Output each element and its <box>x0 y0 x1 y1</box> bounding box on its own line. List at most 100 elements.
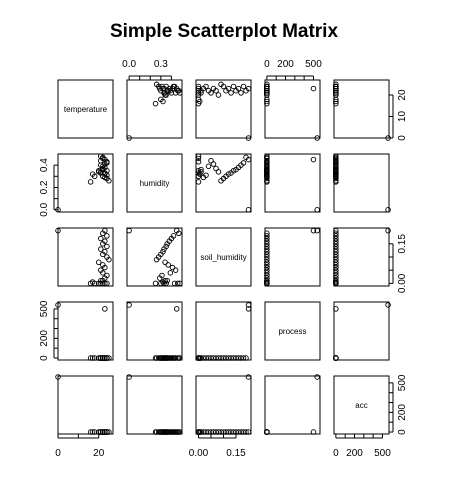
variable-label-acc: acc <box>355 401 367 410</box>
bottom-tick-label-soil_humidity-3: 0.15 <box>226 448 246 459</box>
point-8-panel-2-0 <box>98 246 104 252</box>
point-22-panel-2-0 <box>102 280 108 287</box>
panel-1-4 <box>333 153 390 213</box>
point-26-panel-2-1 <box>152 280 159 287</box>
right-tick-label-acc-5: 500 <box>397 374 408 391</box>
point-0-panel-2-3 <box>314 227 320 234</box>
point-4-panel-2-4 <box>333 235 339 242</box>
point-2-panel-2-3 <box>264 230 270 237</box>
point-26-panel-1-0 <box>87 179 94 185</box>
point-28-panel-1-2 <box>195 167 202 174</box>
point-23-panel-1-2 <box>195 155 202 162</box>
panel-3-2 <box>195 301 252 361</box>
point-11-panel-2-4 <box>333 254 339 260</box>
right-tick-label-soil_humidity-0: 0.00 <box>397 273 408 293</box>
point-6-panel-2-1 <box>164 241 170 247</box>
point-2-panel-1-2 <box>243 154 249 161</box>
point-4-panel-2-0 <box>98 235 104 242</box>
point-7-panel-2-4 <box>333 243 339 250</box>
point-8-panel-1-2 <box>228 170 234 176</box>
right-tick-label-temperature-0: 0 <box>397 135 408 141</box>
variable-label-soil_humidity: soil_humidity <box>200 253 246 262</box>
point-3-panel-2-0 <box>104 233 110 239</box>
point-23-panel-1-4 <box>333 155 339 162</box>
point-0-panel-3-4 <box>385 302 391 308</box>
point-17-panel-2-3 <box>264 270 270 276</box>
point-29-panel-4-3 <box>264 429 270 435</box>
point-7-panel-2-3 <box>264 243 270 250</box>
point-5-panel-2-4 <box>333 238 339 244</box>
point-24-panel-0-2 <box>195 83 202 90</box>
point-15-panel-2-0 <box>102 264 108 271</box>
point-19-panel-2-3 <box>264 275 270 281</box>
point-17-panel-2-4 <box>333 270 339 276</box>
point-29-panel-3-4 <box>333 355 339 361</box>
point-17-panel-0-1 <box>167 87 174 94</box>
point-24-panel-0-3 <box>264 83 270 90</box>
left-tick-label-process-0: 0 <box>39 355 50 361</box>
point-15-panel-2-3 <box>264 264 270 271</box>
point-27-panel-1-2 <box>195 173 202 180</box>
point-13-panel-0-2 <box>215 92 222 98</box>
panel-0-2 <box>195 79 252 139</box>
top-tick-label-process-5: 500 <box>305 59 322 70</box>
point-13-panel-2-0 <box>95 259 102 266</box>
point-17-panel-1-2 <box>205 163 212 170</box>
point-28-panel-1-4 <box>333 167 339 174</box>
left-tick-label-humidity-2: 0.2 <box>39 180 50 194</box>
point-28-panel-0-3 <box>264 92 270 98</box>
point-24-panel-1-2 <box>195 159 202 165</box>
point-11-panel-2-3 <box>264 254 270 260</box>
point-1-panel-3-0 <box>102 306 108 312</box>
point-0-panel-2-1 <box>126 227 132 234</box>
point-8-panel-0-2 <box>228 90 234 96</box>
point-28-panel-0-2 <box>195 92 202 98</box>
bottom-tick-label-temperature-2: 20 <box>93 448 105 459</box>
point-17-panel-2-0 <box>100 270 106 276</box>
point-1-panel-0-3 <box>310 85 317 92</box>
point-6-panel-2-0 <box>100 241 106 247</box>
panel-0-1 <box>126 79 183 139</box>
point-9-panel-2-3 <box>264 248 270 255</box>
point-28-panel-1-3 <box>264 167 270 174</box>
point-29-panel-2-4 <box>333 280 339 287</box>
point-29-panel-0-1 <box>177 90 183 96</box>
panel-2-2 <box>195 227 252 287</box>
point-27-panel-3-0 <box>91 355 98 361</box>
point-27-panel-1-3 <box>264 173 270 180</box>
point-29-panel-2-0 <box>98 280 104 287</box>
point-6-panel-0-2 <box>233 87 239 94</box>
point-10-panel-2-4 <box>333 251 339 258</box>
point-1-panel-2-3 <box>310 227 317 234</box>
point-24-panel-1-0 <box>104 159 110 165</box>
variable-label-process: process <box>278 327 306 336</box>
panel-1-0 <box>57 153 114 213</box>
point-12-panel-2-0 <box>106 256 112 263</box>
panel-2-1 <box>126 227 183 287</box>
point-17-panel-0-2 <box>205 87 212 94</box>
point-23-panel-3-0 <box>100 355 106 361</box>
point-26-panel-4-0 <box>87 429 94 435</box>
point-27-panel-3-1 <box>158 355 164 361</box>
right-tick-label-temperature-2: 20 <box>397 89 408 101</box>
point-29-panel-0-2 <box>195 90 202 96</box>
top-tick-label-process-0: 0 <box>264 59 270 70</box>
panel-3-3 <box>264 301 321 361</box>
point-2-panel-0-2 <box>243 87 249 94</box>
point-3-panel-0-2 <box>240 83 247 90</box>
point-15-panel-2-4 <box>333 264 339 271</box>
point-24-panel-4-0 <box>104 429 110 435</box>
point-23-panel-2-0 <box>100 280 106 287</box>
point-23-panel-2-1 <box>175 280 181 287</box>
point-15-panel-3-1 <box>169 355 176 361</box>
point-28-panel-3-0 <box>95 355 102 361</box>
panel-2-3 <box>264 227 321 287</box>
panel-2-4 <box>333 227 390 287</box>
point-26-panel-2-0 <box>87 280 94 287</box>
point-29-panel-0-3 <box>264 90 270 96</box>
point-17-panel-2-1 <box>167 270 174 276</box>
point-18-panel-2-3 <box>264 272 270 279</box>
point-0-panel-3-0 <box>55 302 61 308</box>
right-tick-label-soil_humidity-3: 0.15 <box>397 234 408 254</box>
